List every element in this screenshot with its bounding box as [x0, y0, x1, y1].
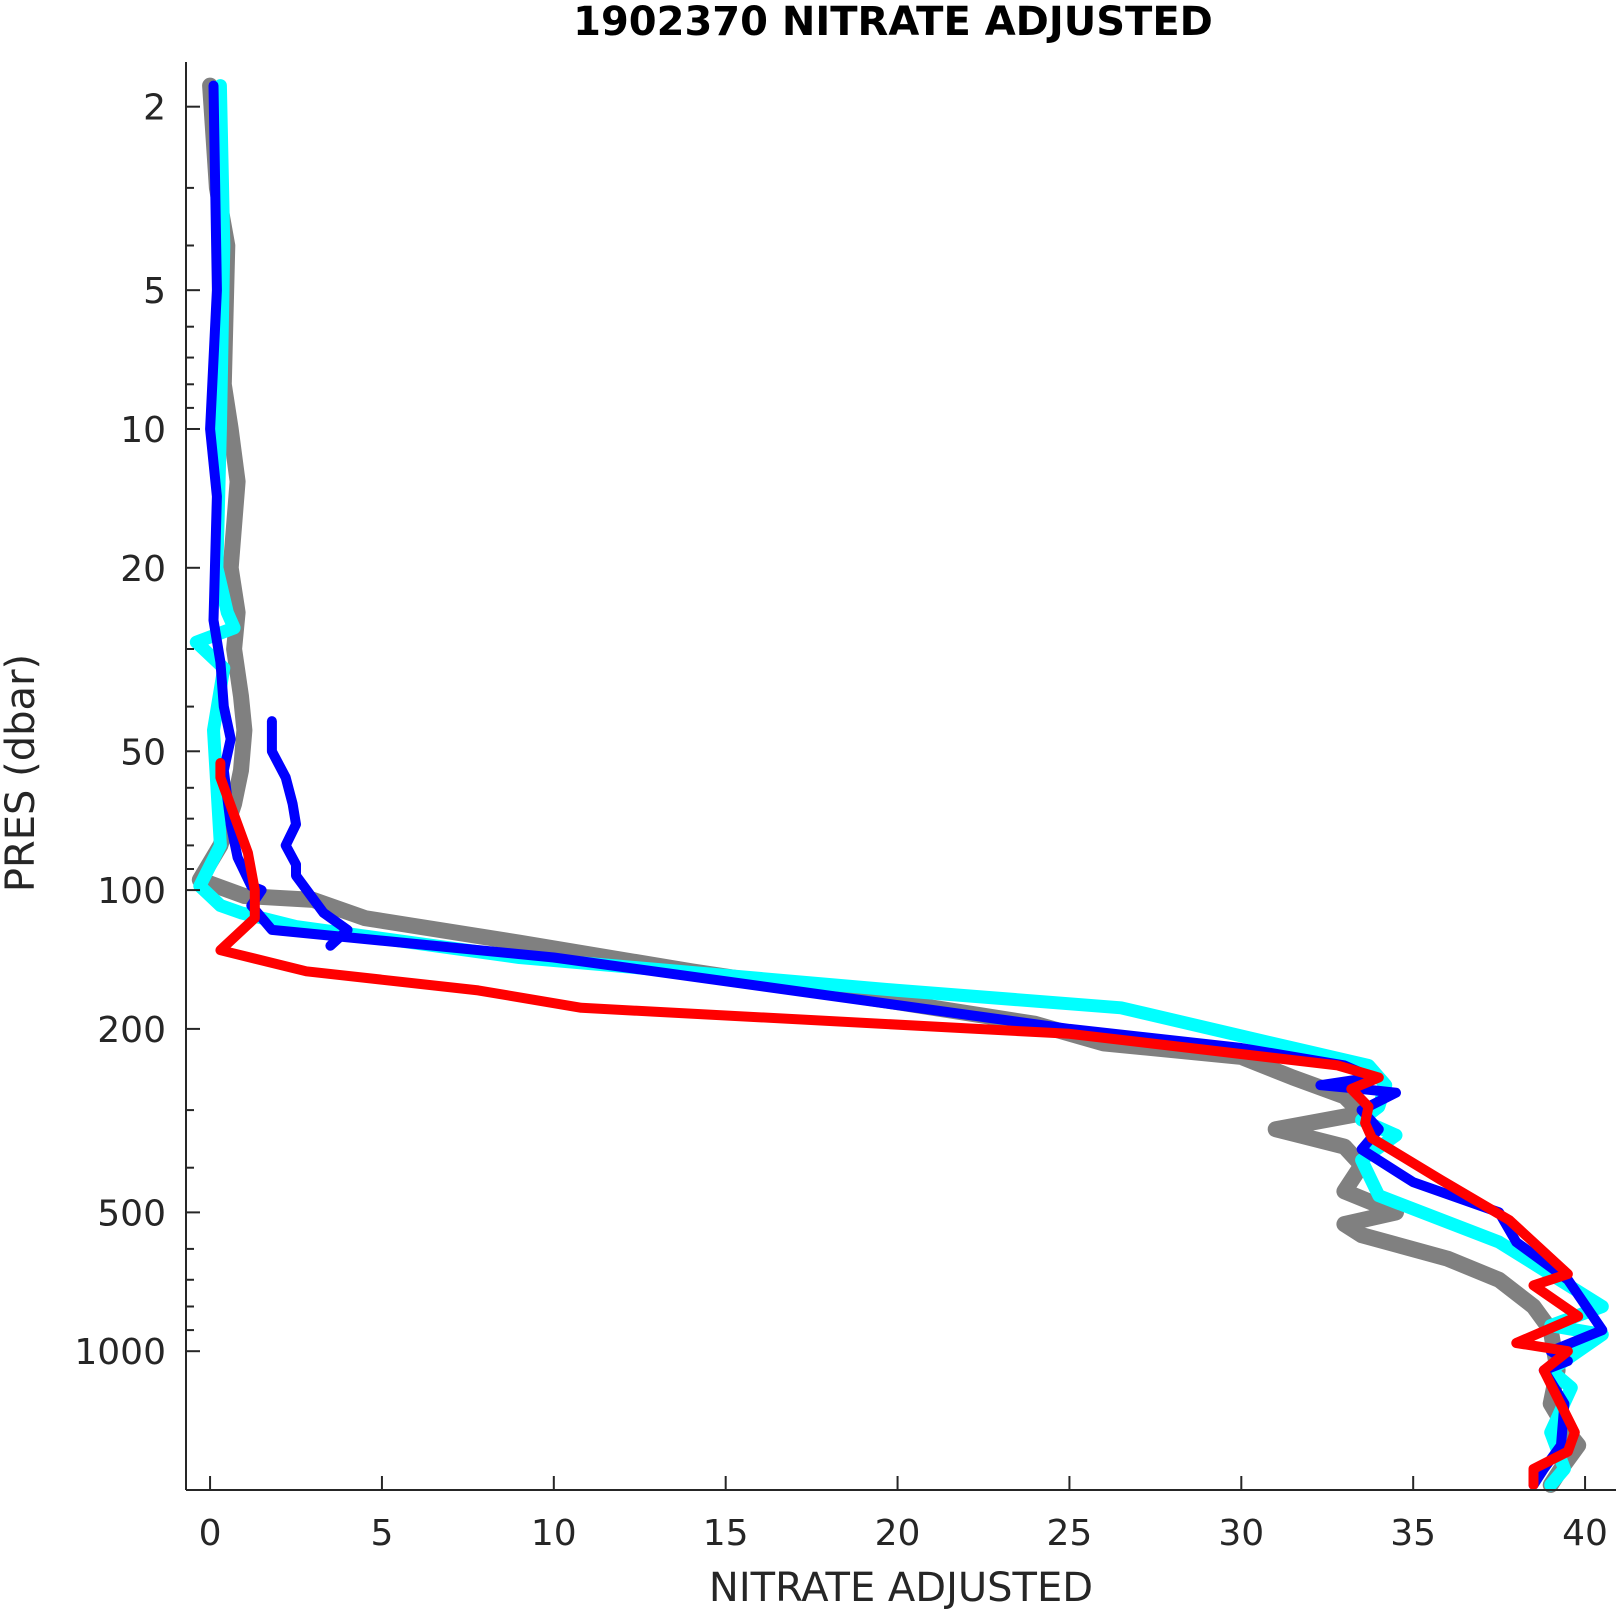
y-tick-label: 50	[120, 732, 166, 773]
series-line-1	[191, 77, 1587, 1493]
y-axis-label: PRES (dbar)	[0, 654, 44, 892]
y-tick-label: 200	[97, 1010, 166, 1051]
x-tick-label: 40	[1562, 1513, 1608, 1554]
y-tick-label: 20	[120, 549, 166, 590]
y-tick-label: 500	[97, 1193, 166, 1234]
y-tick-label: 5	[143, 271, 166, 312]
y-tick-label: 1000	[74, 1332, 166, 1373]
x-tick-label: 30	[1218, 1513, 1264, 1554]
x-tick-label: 35	[1390, 1513, 1436, 1554]
x-axis-label: NITRATE ADJUSTED	[709, 1565, 1093, 1611]
series-line-2	[189, 79, 1609, 1492]
x-tick-label: 5	[370, 1513, 393, 1554]
series-line-3	[205, 80, 1608, 1490]
y-tick-label: 10	[120, 410, 166, 451]
series-layer	[189, 77, 1609, 1493]
chart-title: 1902370 NITRATE ADJUSTED	[573, 0, 1213, 45]
x-tick-label: 20	[875, 1513, 921, 1554]
series-line-4	[266, 716, 353, 951]
series-line-5	[215, 758, 1584, 1490]
x-tick-label: 10	[531, 1513, 577, 1554]
x-tick-label: 15	[703, 1513, 749, 1554]
y-tick-label: 2	[143, 88, 166, 129]
x-tick-label: 25	[1047, 1513, 1093, 1554]
y-tick-label: 100	[97, 871, 166, 912]
x-tick-label: 0	[199, 1513, 222, 1554]
